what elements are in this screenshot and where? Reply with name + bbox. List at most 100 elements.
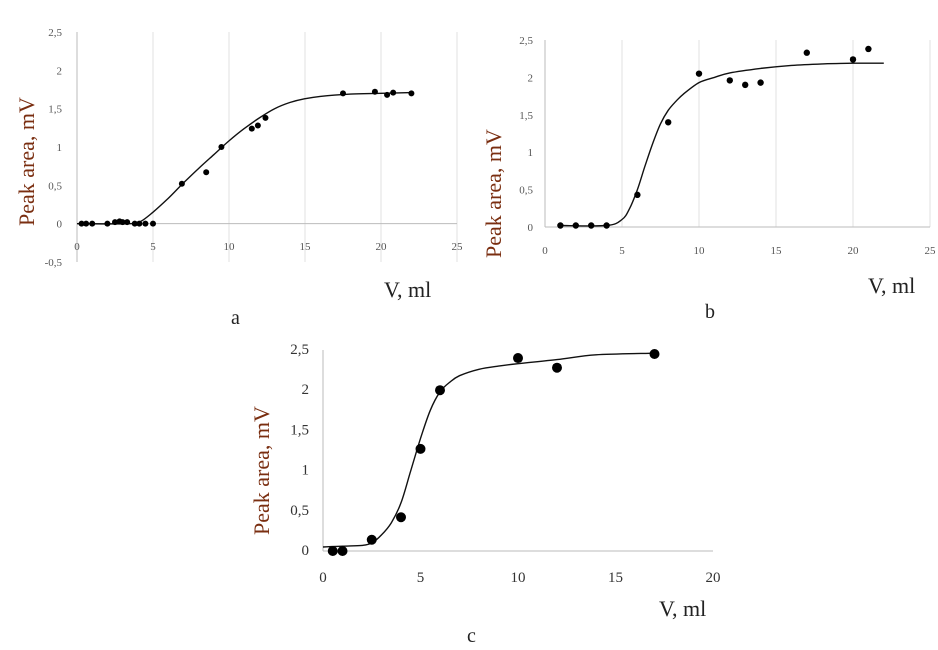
data-point — [124, 219, 131, 226]
panel-b-x-tick-labels: 0 5 10 15 20 25 — [542, 245, 936, 257]
panel-a: -0,5 0 0,5 1 1,5 2 2,5 0 5 10 15 20 25 Peak area, m… — [14, 27, 463, 329]
data-point — [384, 91, 391, 98]
panel-c-label: c — [467, 625, 476, 647]
data-point — [262, 114, 269, 121]
data-point — [131, 220, 138, 227]
data-point — [603, 222, 610, 229]
panel-a-ylabel: Peak area, mV — [14, 97, 39, 226]
fit-curve — [322, 352, 655, 548]
x-tick-label: 0 — [542, 245, 548, 257]
y-tick-label: 2,5 — [290, 342, 309, 358]
data-point — [695, 70, 703, 77]
data-point — [104, 220, 111, 227]
data-point — [248, 125, 255, 132]
y-tick-label: 2 — [57, 65, 63, 77]
data-point — [150, 220, 156, 227]
data-point — [415, 443, 426, 454]
x-tick-label: 10 — [694, 245, 706, 257]
data-point — [408, 90, 415, 97]
y-tick-label: 1 — [57, 142, 63, 154]
data-point — [588, 222, 595, 229]
data-point — [803, 49, 810, 56]
data-point — [849, 56, 857, 63]
y-tick-label: 2 — [528, 72, 534, 84]
panel-c-x-tick-labels: 0 5 10 15 20 — [319, 570, 720, 586]
y-tick-label: -0,5 — [45, 257, 63, 269]
panel-b-axes — [544, 40, 930, 228]
y-tick-label: 2,5 — [519, 35, 533, 47]
y-tick-label: 0 — [528, 222, 534, 234]
x-tick-label: 5 — [417, 570, 425, 586]
x-tick-label: 10 — [511, 570, 526, 586]
data-point — [390, 89, 397, 96]
y-tick-label: 0,5 — [48, 180, 62, 192]
x-tick-label: 20 — [706, 570, 721, 586]
panel-b: 0 0,5 1 1,5 2 2,5 0 5 10 15 20 25 Peak area, mV V,… — [481, 35, 936, 323]
panel-c-axes — [322, 350, 713, 552]
data-point — [557, 222, 564, 229]
panel-a-y-tick-labels: -0,5 0 0,5 1 1,5 2 2,5 — [45, 27, 63, 269]
data-point — [513, 353, 523, 364]
data-point — [435, 385, 445, 396]
data-point — [254, 122, 261, 129]
data-point — [742, 81, 749, 89]
panel-b-points — [557, 45, 872, 229]
fit-curve — [76, 91, 412, 225]
y-tick-label: 0,5 — [519, 185, 533, 197]
data-point — [89, 220, 96, 227]
data-point — [865, 45, 872, 53]
y-tick-label: 0 — [57, 219, 63, 231]
x-tick-label: 25 — [452, 241, 464, 253]
data-point — [757, 79, 764, 86]
panel-a-points — [78, 88, 415, 227]
data-point — [112, 219, 118, 226]
data-point — [649, 349, 660, 360]
data-point — [119, 219, 126, 226]
panel-c-points — [327, 349, 660, 556]
x-tick-label: 5 — [150, 241, 156, 253]
y-tick-label: 1 — [528, 147, 534, 159]
data-point — [83, 220, 90, 227]
data-point — [203, 169, 210, 176]
x-tick-label: 15 — [608, 570, 623, 586]
fit-curve — [560, 62, 884, 227]
x-tick-label: 15 — [771, 245, 783, 257]
panel-a-grid — [152, 32, 458, 262]
y-tick-label: 0,5 — [290, 503, 309, 519]
panel-a-fit — [76, 91, 412, 225]
panel-c-fit — [322, 352, 655, 548]
data-point — [178, 180, 185, 187]
data-point — [78, 220, 85, 227]
x-tick-label: 25 — [925, 245, 937, 257]
data-point — [572, 222, 579, 229]
data-point — [396, 512, 406, 523]
data-point — [340, 90, 346, 97]
y-tick-label: 2,5 — [48, 27, 62, 39]
panel-a-x-tick-labels: 0 5 10 15 20 25 — [74, 241, 463, 253]
y-tick-label: 1,5 — [290, 422, 309, 438]
x-tick-label: 20 — [848, 245, 860, 257]
panel-c: 0 0,5 1 1,5 2 2,5 0 5 10 15 20 Peak area, mV V, m… — [249, 342, 721, 647]
data-point — [726, 77, 733, 84]
y-tick-label: 1 — [302, 463, 310, 479]
data-point — [371, 88, 378, 95]
data-point — [552, 362, 562, 373]
data-point — [634, 191, 641, 199]
data-point — [218, 144, 225, 150]
x-tick-label: 0 — [319, 570, 327, 586]
panel-a-xlabel: V, ml — [384, 277, 431, 302]
data-point — [136, 220, 143, 227]
x-tick-label: 20 — [376, 241, 388, 253]
x-tick-label: 15 — [300, 241, 312, 253]
y-tick-label: 2 — [302, 382, 310, 398]
panel-b-label: b — [705, 301, 715, 323]
y-tick-label: 1,5 — [519, 110, 533, 122]
data-point — [337, 546, 348, 556]
x-tick-label: 5 — [619, 245, 625, 257]
x-tick-label: 0 — [74, 241, 80, 253]
panel-a-label: a — [231, 307, 240, 329]
panel-b-y-tick-labels: 0 0,5 1 1,5 2 2,5 — [519, 35, 533, 234]
y-tick-label: 0 — [302, 543, 310, 559]
data-point — [665, 119, 672, 126]
panel-c-ylabel: Peak area, mV — [249, 406, 274, 535]
